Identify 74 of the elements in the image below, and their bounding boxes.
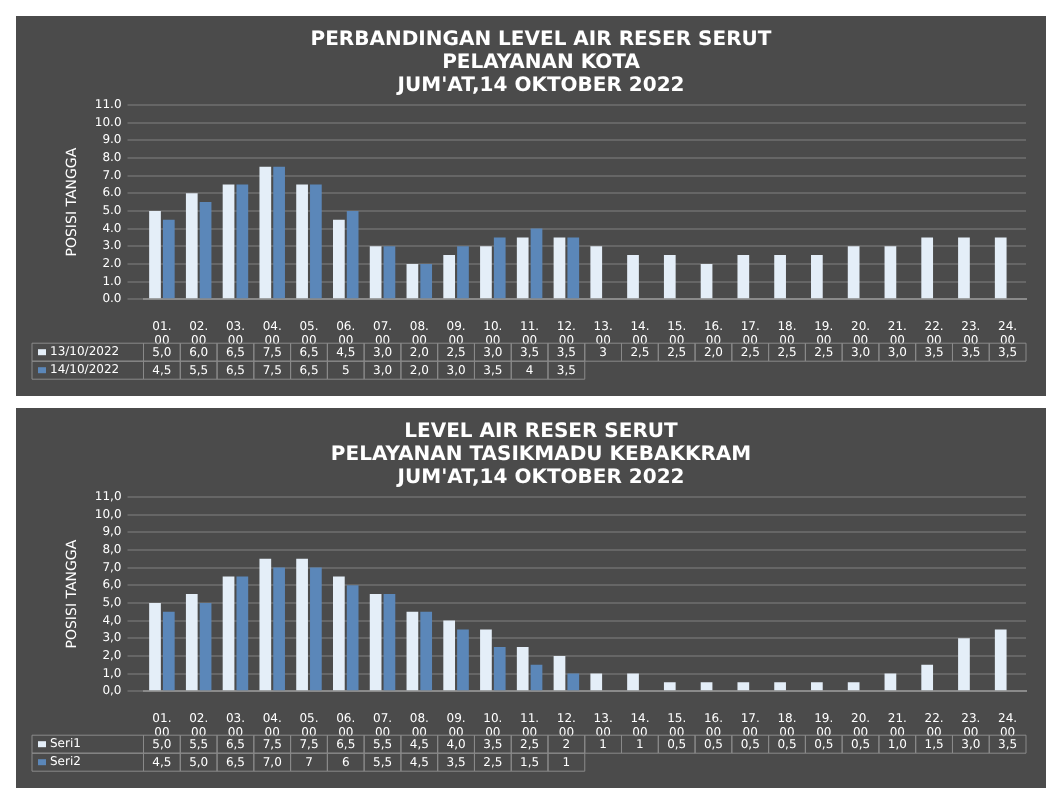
bar [369,246,382,299]
bar [958,638,970,691]
bar [737,255,750,299]
bar [383,594,396,691]
bar [958,237,970,299]
bar [994,237,1007,299]
bar [884,246,897,299]
bar [737,682,750,691]
bar [847,246,860,299]
bar [236,576,249,691]
bar [700,682,713,691]
bar [590,673,603,691]
bar [774,682,786,691]
bar [296,184,308,299]
bar [530,664,543,691]
bar [406,611,419,691]
bar [383,246,396,299]
bar [884,673,897,691]
bar [811,255,823,299]
bar [236,184,249,299]
bar [567,237,580,299]
bar [199,602,212,691]
bar [847,682,860,691]
bar [774,255,786,299]
bar [553,655,566,691]
bar [273,166,285,299]
bar [443,620,456,691]
bar [346,210,359,299]
bar [259,166,272,299]
chart-title: PERBANDINGAN LEVEL AIR RESER SERUT PELAYANAN KOTA JUM'AT,14 OKTOBER 2022 [310,28,772,97]
bar [457,246,469,299]
bar [663,682,676,691]
chart-title: LEVEL AIR RESER SERUT PELAYANAN TASIKMADU KEBAKKRAM JUM'AT,14 OKTOBER 2022 [330,420,752,489]
bar [516,647,529,691]
bar [199,202,212,299]
bar [480,629,492,691]
bar [553,237,566,299]
bar [346,585,359,691]
bar [627,673,639,691]
bar [493,647,506,691]
bar [420,611,433,691]
bar [273,567,285,691]
bar [567,673,580,691]
bar [700,263,713,299]
bar [443,255,456,299]
bar [333,219,345,299]
bar [310,567,322,691]
bar [994,629,1007,691]
bar [149,210,161,299]
bar [516,237,529,299]
bar [310,184,322,299]
bar [162,219,175,299]
bar [333,576,345,691]
bar [259,558,272,691]
bar [921,664,934,691]
bar [457,629,469,691]
bar [369,594,382,691]
bar [406,263,419,299]
bar [149,602,161,691]
bar [530,228,543,299]
bar [493,237,506,299]
bar [162,611,175,691]
bar [811,682,823,691]
bar [185,193,198,299]
bar [222,184,235,299]
bar [185,594,198,691]
bar [663,255,676,299]
bar [222,576,235,691]
bar [590,246,603,299]
bar [296,558,308,691]
bar [921,237,934,299]
bar [627,255,639,299]
bar [420,263,433,299]
bar [480,246,492,299]
